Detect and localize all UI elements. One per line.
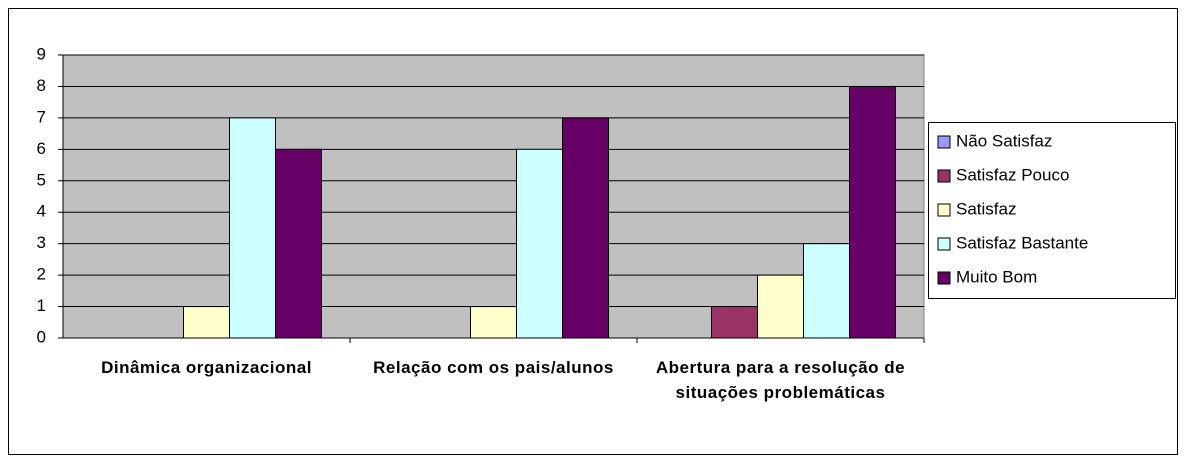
bar xyxy=(757,274,804,339)
y-tick-label: 8 xyxy=(37,76,46,95)
x-tick-label: Relação com os pais/alunos xyxy=(373,358,614,377)
legend-label: Muito Bom xyxy=(956,267,1037,286)
legend-swatch xyxy=(937,271,951,285)
bar xyxy=(229,117,276,339)
y-tick-label: 7 xyxy=(37,107,46,126)
legend-swatch xyxy=(937,203,951,217)
legend-label: Satisfaz Pouco xyxy=(956,165,1069,184)
y-tick-label: 1 xyxy=(37,296,46,315)
bar xyxy=(183,306,230,339)
x-tick-label: Dinâmica organizacional xyxy=(101,358,312,377)
bar xyxy=(562,117,609,339)
legend-label: Satisfaz xyxy=(956,199,1016,218)
legend-swatch xyxy=(937,237,951,251)
bar xyxy=(275,148,322,339)
legend-swatch xyxy=(937,169,951,183)
legend-label: Satisfaz Bastante xyxy=(956,233,1088,252)
bar xyxy=(470,306,517,339)
y-tick-label: 2 xyxy=(37,265,46,284)
bar xyxy=(803,243,850,339)
bar xyxy=(711,306,758,339)
y-tick-label: 4 xyxy=(37,202,46,221)
y-tick-label: 9 xyxy=(37,44,46,63)
y-tick-label: 3 xyxy=(37,233,46,252)
y-tick-label: 5 xyxy=(37,170,46,189)
legend-label: Não Satisfaz xyxy=(956,131,1052,150)
x-tick-label: Abertura para a resolução de situações p… xyxy=(655,358,906,402)
bar xyxy=(516,148,563,339)
legend-box xyxy=(928,122,1176,299)
bar xyxy=(849,85,896,339)
y-tick-label: 6 xyxy=(37,139,46,158)
y-tick-label: 0 xyxy=(37,327,46,346)
legend-swatch xyxy=(937,135,951,149)
